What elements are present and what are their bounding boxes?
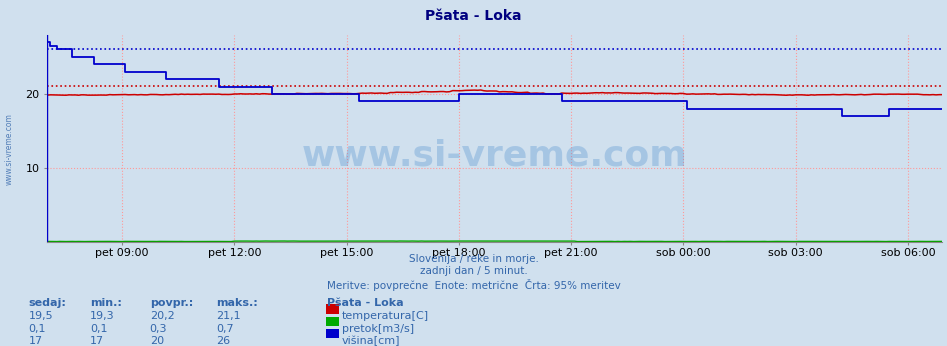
Text: Pšata - Loka: Pšata - Loka — [425, 9, 522, 22]
Text: 21,1: 21,1 — [216, 311, 241, 321]
Text: 0,1: 0,1 — [28, 324, 45, 334]
Text: višina[cm]: višina[cm] — [342, 336, 401, 346]
Text: 17: 17 — [28, 336, 43, 346]
Text: sedaj:: sedaj: — [28, 298, 66, 308]
Text: 20,2: 20,2 — [150, 311, 174, 321]
Text: 0,7: 0,7 — [216, 324, 234, 334]
Text: Pšata - Loka: Pšata - Loka — [327, 298, 403, 308]
Text: 26: 26 — [216, 336, 230, 346]
Text: pretok[m3/s]: pretok[m3/s] — [342, 324, 414, 334]
Text: maks.:: maks.: — [216, 298, 258, 308]
Text: zadnji dan / 5 minut.: zadnji dan / 5 minut. — [420, 266, 527, 276]
Text: 0,3: 0,3 — [150, 324, 167, 334]
Text: www.si-vreme.com: www.si-vreme.com — [5, 113, 14, 185]
Text: povpr.:: povpr.: — [150, 298, 193, 308]
Text: temperatura[C]: temperatura[C] — [342, 311, 429, 321]
Text: Slovenija / reke in morje.: Slovenija / reke in morje. — [408, 254, 539, 264]
Text: www.si-vreme.com: www.si-vreme.com — [302, 138, 688, 172]
Text: 0,1: 0,1 — [90, 324, 107, 334]
Text: 17: 17 — [90, 336, 104, 346]
Text: Meritve: povprečne  Enote: metrične  Črta: 95% meritev: Meritve: povprečne Enote: metrične Črta:… — [327, 279, 620, 291]
Text: min.:: min.: — [90, 298, 122, 308]
Text: 19,5: 19,5 — [28, 311, 53, 321]
Text: 19,3: 19,3 — [90, 311, 115, 321]
Text: 20: 20 — [150, 336, 164, 346]
